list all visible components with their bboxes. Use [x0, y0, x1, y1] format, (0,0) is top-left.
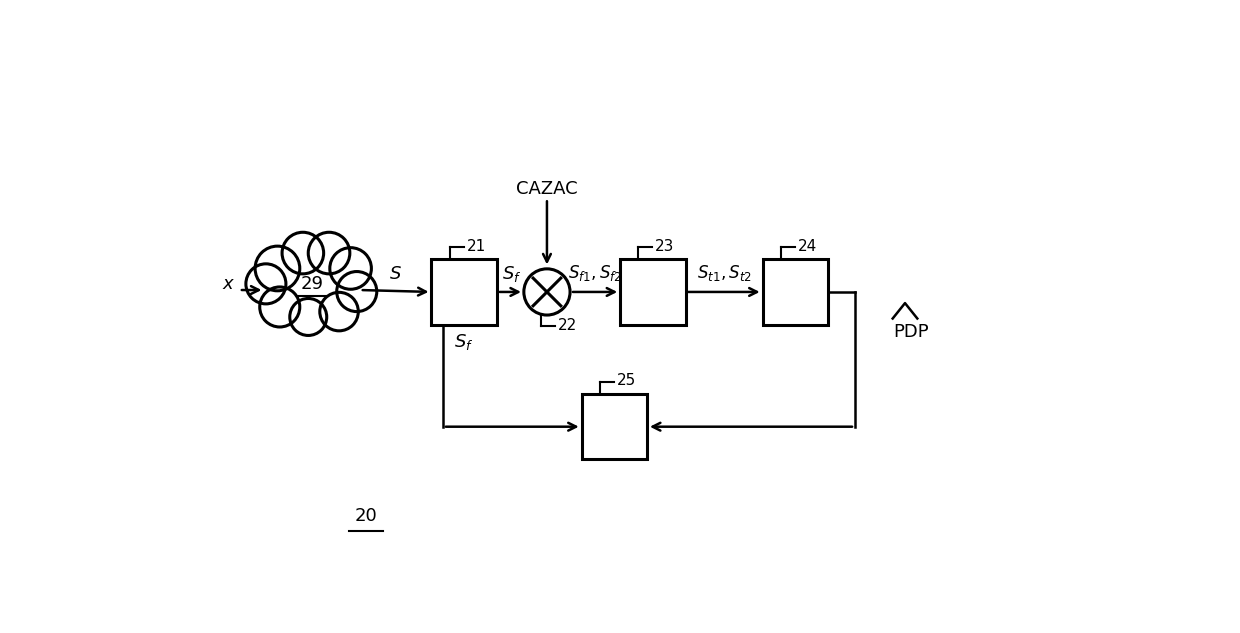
Text: $S_{f1},S_{f2}$: $S_{f1},S_{f2}$ [568, 263, 622, 283]
Text: 20: 20 [355, 507, 377, 525]
Text: 24: 24 [797, 239, 817, 254]
Text: 21: 21 [466, 239, 486, 254]
Circle shape [523, 269, 570, 315]
Circle shape [320, 292, 358, 331]
Text: S: S [389, 265, 402, 283]
Text: 29: 29 [300, 275, 324, 293]
Bar [582, 394, 647, 460]
Text: 22: 22 [558, 318, 577, 332]
Bar [620, 260, 686, 325]
Text: 23: 23 [656, 239, 675, 254]
Circle shape [281, 232, 324, 274]
Text: $S_{t1},S_{t2}$: $S_{t1},S_{t2}$ [697, 263, 751, 283]
Text: 25: 25 [616, 373, 636, 389]
Circle shape [309, 232, 350, 274]
Circle shape [255, 246, 300, 291]
Text: $S_f$: $S_f$ [454, 332, 474, 353]
Circle shape [337, 272, 377, 311]
Text: CAZAC: CAZAC [516, 180, 578, 197]
Text: x: x [222, 275, 233, 293]
Circle shape [246, 264, 286, 304]
Bar [432, 260, 497, 325]
Bar [763, 260, 828, 325]
Circle shape [259, 287, 300, 327]
Circle shape [330, 248, 372, 289]
Text: $S_f$: $S_f$ [502, 264, 522, 284]
Text: PDP: PDP [894, 323, 929, 341]
Circle shape [290, 299, 326, 335]
